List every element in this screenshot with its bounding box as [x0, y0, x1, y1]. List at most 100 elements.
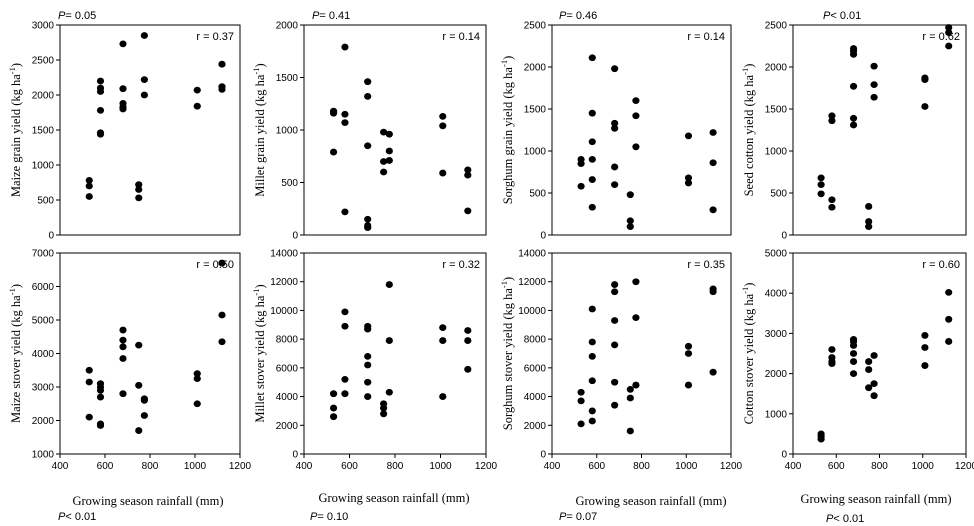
correlation-label: r = 0.37 [196, 31, 234, 43]
y-tick-label: 6000 [32, 282, 55, 293]
y-tick-label: 12000 [270, 277, 298, 288]
data-point [135, 341, 143, 349]
data-point [865, 203, 873, 210]
y-tick-label: 5000 [765, 249, 788, 260]
data-point [577, 182, 585, 190]
plot-frame [792, 24, 967, 236]
data-point [464, 327, 472, 334]
y-tick-label: 1500 [32, 126, 55, 137]
data-point [817, 430, 825, 438]
data-point [577, 388, 585, 396]
p-value-label: P< 0.01 [826, 513, 864, 525]
data-point [218, 338, 226, 346]
y-tick-label: 1000 [765, 409, 788, 420]
data-point [632, 112, 640, 120]
y-tick-label: 4000 [32, 349, 55, 360]
y-tick-label: 1000 [276, 126, 299, 137]
y-tick-label: 3000 [32, 383, 55, 394]
plot-frame [303, 24, 487, 236]
correlation-label: r = 0.60 [922, 259, 960, 271]
data-point [193, 102, 201, 110]
data-point [329, 413, 338, 421]
x-tick-label: 1000 [184, 461, 207, 472]
data-point [632, 97, 640, 104]
y-tick-label: 4000 [524, 392, 547, 403]
data-point [577, 397, 585, 405]
data-point [849, 336, 858, 343]
data-point [865, 218, 873, 225]
data-point [85, 366, 93, 374]
data-point [96, 129, 105, 137]
data-point [380, 410, 388, 418]
panel-7: 0 2000 4000 6000 8000 10000 12000 14000 400 600 80… [499, 249, 743, 524]
data-point [865, 384, 873, 392]
data-point [329, 404, 338, 412]
data-point [135, 194, 143, 202]
x-axis-label: Growing season rainfall (mm) [318, 491, 469, 505]
data-point [119, 343, 127, 351]
data-point [870, 380, 878, 388]
y-tick-label: 0 [292, 450, 298, 461]
data-point [828, 354, 836, 361]
data-point [364, 361, 372, 369]
data-point [849, 350, 858, 357]
data-point [329, 107, 338, 115]
data-point [135, 427, 143, 434]
data-point [364, 93, 372, 100]
data-point [611, 401, 619, 409]
data-point [385, 281, 393, 288]
data-point [828, 196, 836, 204]
data-point [218, 259, 226, 267]
data-point [135, 186, 143, 193]
data-point [329, 390, 338, 398]
data-point [135, 181, 143, 189]
x-tick-label: 600 [828, 461, 845, 472]
data-point [341, 110, 349, 118]
p-value-label: P= 0.41 [312, 10, 350, 22]
data-point [341, 119, 349, 127]
y-tick-label: 1000 [524, 147, 547, 158]
data-point [626, 385, 634, 393]
p-value-label: P< 0.01 [58, 511, 96, 523]
data-point [85, 177, 93, 184]
data-point [364, 222, 372, 229]
panel-5: 1000 2000 3000 4000 5000 6000 7000 400 600 800 100… [7, 249, 252, 524]
y-axis-label: Millet stover yield (kg ha-1) [251, 284, 267, 422]
panel-6: 0 2000 4000 6000 8000 10000 12000 14000 400 600 80… [251, 249, 498, 524]
p-value-label: P= 0.46 [559, 10, 597, 22]
y-tick-label: 1000 [765, 147, 788, 158]
y-axis-label: Cotton stover yield (kg ha-1) [740, 283, 756, 425]
x-tick-label: 800 [871, 461, 888, 472]
data-point [684, 342, 693, 350]
panel-4: 0 500 1000 1500 2000 2500 r = 0.62 P< 0.01 Seed … [740, 10, 967, 242]
data-point [828, 203, 836, 211]
y-tick-label: 3000 [32, 21, 55, 32]
data-point [464, 365, 472, 373]
correlation-label: r = 0.35 [687, 259, 725, 271]
y-tick-label: 8000 [276, 335, 299, 346]
data-point [611, 317, 619, 324]
data-point [341, 322, 349, 330]
data-point [193, 375, 201, 383]
data-point [439, 324, 447, 332]
data-point [945, 338, 953, 345]
data-point [193, 400, 201, 408]
data-point [140, 76, 148, 83]
data-point [380, 400, 388, 408]
y-tick-label: 5000 [32, 316, 55, 327]
data-point [817, 181, 825, 189]
y-tick-label: 1500 [276, 73, 299, 84]
data-point [380, 158, 388, 165]
data-point [464, 171, 472, 179]
y-tick-label: 2000 [524, 63, 547, 74]
data-point [865, 358, 873, 365]
x-tick-label: 400 [52, 461, 69, 472]
x-tick-label: 400 [785, 461, 802, 472]
data-point [849, 82, 858, 90]
y-tick-label: 0 [781, 231, 787, 242]
y-tick-label: 4000 [276, 392, 299, 403]
x-tick-label: 800 [142, 461, 159, 472]
y-tick-label: 3000 [765, 329, 788, 340]
p-value-label: P= 0.10 [310, 511, 348, 523]
